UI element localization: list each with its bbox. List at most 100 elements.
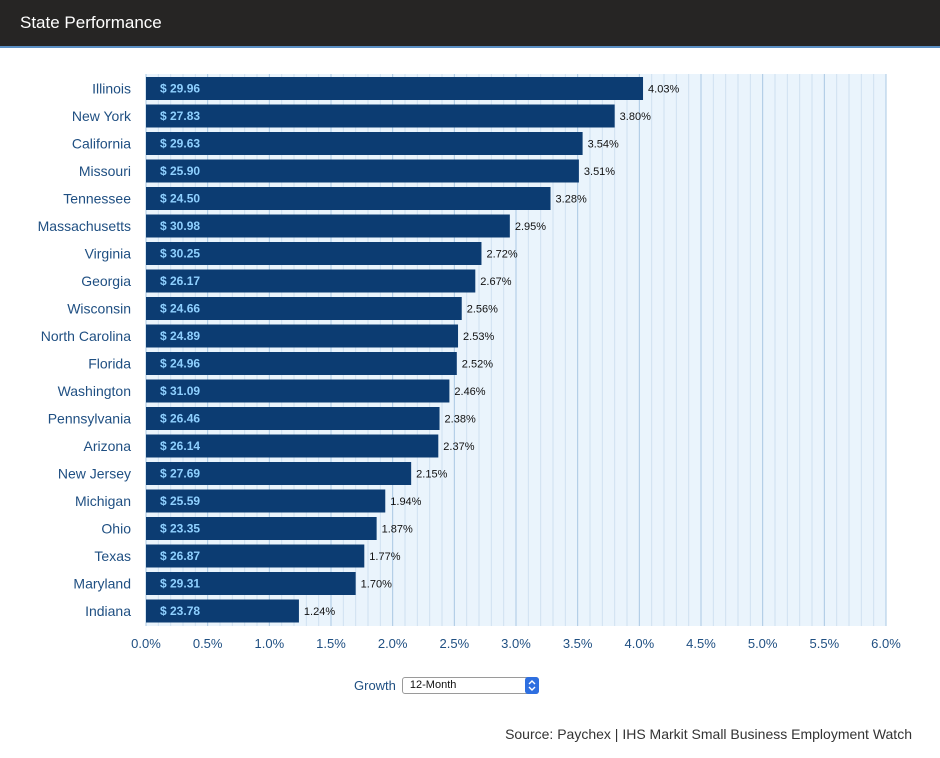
page-title: State Performance xyxy=(20,13,162,32)
x-tick-label: 3.5% xyxy=(563,636,593,651)
category-label: Massachusetts xyxy=(38,218,131,234)
growth-control: Growth 12-Month xyxy=(354,677,539,694)
bar-chart: 0.0% 0.5% 1.0% 1.5% 2.0% 2.5% 3.0% 3.5% 4.0% 4.5%… xyxy=(38,74,901,651)
data-label: 2.46% xyxy=(454,386,485,398)
bar xyxy=(146,187,551,210)
bar-inner-label: $ 31.09 xyxy=(160,384,200,398)
data-label: 2.53% xyxy=(463,331,494,343)
data-label: 3.54% xyxy=(588,139,619,151)
bar xyxy=(146,434,439,458)
x-tick-label: 3.0% xyxy=(501,636,531,651)
x-tick-label: 1.0% xyxy=(255,636,285,651)
category-label: Pennsylvania xyxy=(48,411,131,427)
bar xyxy=(146,104,615,128)
category-label: New York xyxy=(72,108,132,124)
bar-inner-label: $ 29.96 xyxy=(160,82,200,96)
x-tick-label: 1.5% xyxy=(316,636,346,651)
category-label: Washington xyxy=(58,383,131,399)
data-label: 2.67% xyxy=(480,276,511,288)
source-note: Source: Paychex | IHS Markit Small Busin… xyxy=(505,726,912,742)
bar-inner-label: $ 30.25 xyxy=(160,247,200,261)
bar-inner-label: $ 23.78 xyxy=(160,604,200,618)
data-label: 2.38% xyxy=(445,414,476,426)
category-label: Arizona xyxy=(84,438,132,454)
data-label: 3.28% xyxy=(556,194,587,206)
bar-inner-label: $ 29.31 xyxy=(160,577,200,591)
data-label: 2.37% xyxy=(443,441,474,453)
category-label: California xyxy=(72,136,131,152)
bar xyxy=(146,572,356,595)
x-tick-label: 2.0% xyxy=(378,636,408,651)
growth-label: Growth xyxy=(354,678,396,693)
category-label: Missouri xyxy=(79,163,131,179)
data-label: 2.52% xyxy=(462,359,493,371)
category-label: Florida xyxy=(88,356,131,372)
bar xyxy=(146,462,412,485)
bar xyxy=(146,599,299,623)
category-label: Tennessee xyxy=(63,191,131,207)
bar xyxy=(146,407,440,430)
data-label: 3.80% xyxy=(620,111,651,123)
category-label: North Carolina xyxy=(41,328,131,344)
data-label: 3.51% xyxy=(584,166,615,178)
bar xyxy=(146,489,386,513)
bar-inner-label: $ 27.83 xyxy=(160,109,200,123)
x-tick-label: 0.0% xyxy=(131,636,161,651)
bar-inner-label: $ 27.69 xyxy=(160,467,200,481)
data-label: 2.95% xyxy=(515,221,546,233)
bar-inner-label: $ 24.50 xyxy=(160,192,200,206)
bar-inner-label: $ 30.98 xyxy=(160,219,200,233)
data-label: 2.72% xyxy=(486,249,517,261)
bar xyxy=(146,324,459,348)
bar-inner-label: $ 26.87 xyxy=(160,549,200,563)
x-tick-label: 5.5% xyxy=(810,636,840,651)
x-tick-label: 4.0% xyxy=(625,636,655,651)
bar xyxy=(146,379,450,403)
category-label: Wisconsin xyxy=(67,301,131,317)
header-bar: State Performance xyxy=(0,0,940,48)
bar-inner-label: $ 24.66 xyxy=(160,302,200,316)
bar-inner-label: $ 24.89 xyxy=(160,329,200,343)
bar-inner-label: $ 26.46 xyxy=(160,412,200,426)
bar-inner-label: $ 26.14 xyxy=(160,439,200,453)
bar xyxy=(146,544,365,568)
category-label: Maryland xyxy=(73,576,131,592)
bar-inner-label: $ 26.17 xyxy=(160,274,200,288)
x-tick-label: 2.5% xyxy=(440,636,470,651)
category-label: Georgia xyxy=(81,273,131,289)
bar xyxy=(146,269,476,293)
growth-select-value: 12-Month xyxy=(409,679,457,691)
bar xyxy=(146,242,482,265)
bar-inner-label: $ 25.59 xyxy=(160,494,200,508)
category-label: Virginia xyxy=(85,246,132,262)
bar xyxy=(146,77,644,100)
category-label: Illinois xyxy=(92,81,131,97)
bar-inner-label: $ 25.90 xyxy=(160,164,200,178)
x-tick-label: 6.0% xyxy=(871,636,901,651)
data-label: 2.15% xyxy=(416,469,447,481)
data-label: 2.56% xyxy=(467,304,498,316)
bar xyxy=(146,352,457,375)
bar-inner-label: $ 29.63 xyxy=(160,137,200,151)
bar xyxy=(146,297,462,320)
category-label: Texas xyxy=(94,548,131,564)
bar xyxy=(146,517,377,540)
x-tick-label: 5.0% xyxy=(748,636,778,651)
x-tick-label: 0.5% xyxy=(193,636,223,651)
bar xyxy=(146,132,583,155)
bar-inner-label: $ 24.96 xyxy=(160,357,200,371)
x-tick-label: 4.5% xyxy=(686,636,716,651)
data-label: 1.70% xyxy=(361,579,392,591)
category-label: New Jersey xyxy=(58,466,131,482)
category-label: Michigan xyxy=(75,493,131,509)
data-label: 1.24% xyxy=(304,606,335,618)
updown-chevron-icon[interactable] xyxy=(524,677,539,694)
growth-select[interactable]: 12-Month xyxy=(401,677,539,694)
data-label: 4.03% xyxy=(648,84,679,96)
bar xyxy=(146,214,510,238)
bar-inner-label: $ 23.35 xyxy=(160,522,200,536)
category-label: Ohio xyxy=(101,521,131,537)
bar xyxy=(146,159,579,183)
category-label: Indiana xyxy=(85,603,131,619)
data-label: 1.94% xyxy=(390,496,421,508)
